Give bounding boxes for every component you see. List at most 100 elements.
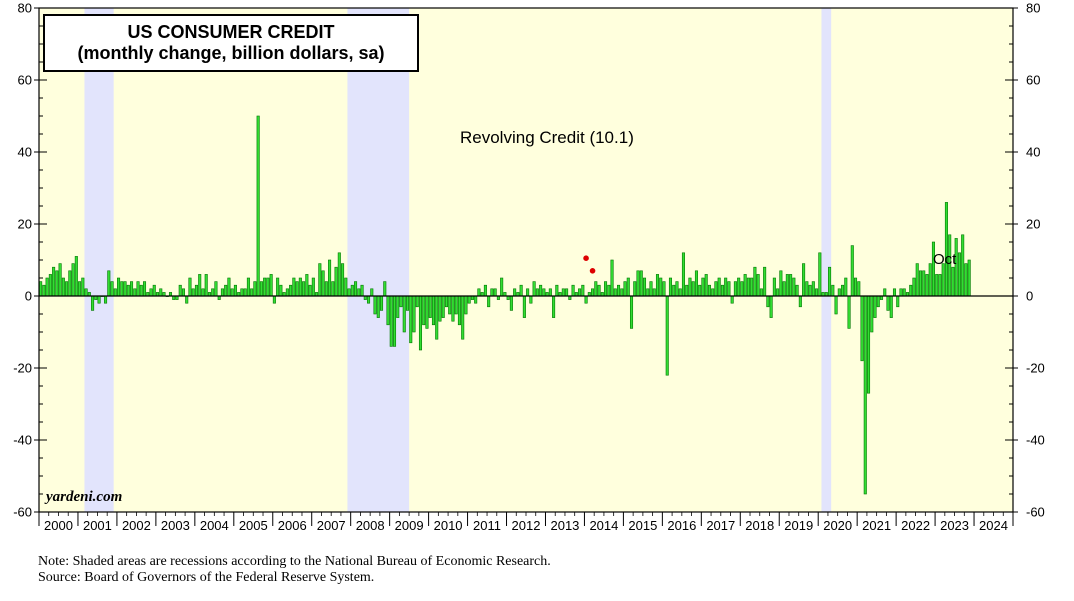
x-tick-label: 2007 bbox=[317, 518, 346, 533]
bar bbox=[626, 277, 630, 297]
bar bbox=[379, 295, 384, 311]
bar bbox=[285, 288, 289, 297]
bar bbox=[837, 288, 841, 297]
bar bbox=[198, 274, 202, 297]
end-label: Oct bbox=[933, 251, 957, 268]
bar bbox=[311, 277, 315, 297]
bar bbox=[967, 259, 971, 297]
bar bbox=[464, 295, 468, 315]
bar bbox=[854, 277, 858, 297]
bar bbox=[769, 295, 773, 318]
bar bbox=[431, 295, 436, 326]
x-tick-label: 2000 bbox=[44, 518, 73, 533]
bar bbox=[594, 281, 598, 297]
bar bbox=[659, 277, 663, 297]
y-tick-label-right: 0 bbox=[1026, 289, 1033, 304]
bar bbox=[454, 295, 458, 315]
bar bbox=[191, 288, 195, 297]
x-tick-label: 2006 bbox=[278, 518, 307, 533]
bar bbox=[750, 277, 754, 297]
bar bbox=[259, 281, 263, 297]
bar bbox=[110, 281, 114, 297]
x-tick-label: 2012 bbox=[512, 518, 541, 533]
bar bbox=[337, 252, 341, 297]
bar bbox=[639, 270, 643, 297]
bar bbox=[383, 281, 387, 297]
bar bbox=[201, 288, 205, 297]
bar bbox=[71, 263, 75, 297]
bar bbox=[448, 295, 452, 315]
bar bbox=[941, 263, 945, 297]
y-tick-label-left: -60 bbox=[13, 505, 32, 520]
bar bbox=[889, 295, 893, 318]
bar bbox=[892, 288, 897, 297]
bar bbox=[58, 263, 62, 297]
bar bbox=[230, 288, 234, 297]
bar bbox=[584, 295, 588, 304]
bar bbox=[224, 284, 228, 297]
bar bbox=[328, 259, 332, 297]
bar bbox=[522, 295, 526, 318]
bar bbox=[646, 288, 650, 297]
bar bbox=[918, 270, 923, 297]
bar bbox=[831, 284, 835, 297]
bar bbox=[334, 266, 338, 297]
bar bbox=[392, 295, 397, 347]
bar bbox=[42, 284, 46, 297]
bar bbox=[613, 288, 617, 297]
bar bbox=[808, 284, 812, 297]
bar bbox=[204, 274, 208, 297]
bar bbox=[188, 277, 192, 297]
x-tick-label: 2022 bbox=[901, 518, 930, 533]
bar bbox=[474, 295, 478, 304]
bar bbox=[759, 288, 763, 297]
bar bbox=[834, 295, 838, 315]
bar bbox=[113, 288, 117, 297]
bar bbox=[341, 263, 345, 297]
y-tick-label-left: 80 bbox=[18, 1, 32, 16]
plot-background bbox=[39, 8, 1013, 512]
bar bbox=[104, 295, 108, 304]
bar bbox=[370, 288, 374, 297]
bar bbox=[938, 274, 942, 297]
bar bbox=[246, 277, 250, 297]
bar bbox=[539, 284, 543, 297]
bar bbox=[535, 288, 539, 297]
bar bbox=[688, 277, 692, 297]
bar bbox=[847, 295, 851, 329]
bar bbox=[509, 295, 513, 311]
bar bbox=[350, 284, 354, 297]
bar bbox=[685, 284, 689, 297]
bar bbox=[561, 288, 565, 297]
bar bbox=[957, 252, 961, 297]
note-text: Note: Shaded areas are recessions accord… bbox=[38, 554, 551, 569]
bar bbox=[633, 281, 637, 297]
bar bbox=[347, 288, 351, 297]
x-tick-label: 2019 bbox=[784, 518, 813, 533]
bar bbox=[61, 277, 65, 297]
bar bbox=[672, 284, 676, 297]
bar bbox=[253, 281, 257, 297]
x-tick-label: 2014 bbox=[589, 518, 618, 533]
bar bbox=[964, 263, 968, 297]
bar bbox=[240, 288, 244, 297]
x-tick-label: 2020 bbox=[823, 518, 852, 533]
bar bbox=[542, 288, 546, 297]
bar bbox=[704, 274, 708, 297]
bar bbox=[415, 295, 419, 308]
bar bbox=[376, 295, 380, 318]
bar bbox=[399, 295, 403, 308]
bar bbox=[841, 284, 845, 297]
y-tick-label-right: -60 bbox=[1026, 505, 1045, 520]
bar bbox=[636, 270, 640, 297]
bar bbox=[730, 295, 734, 304]
bar bbox=[194, 284, 198, 297]
x-tick-label: 2009 bbox=[395, 518, 424, 533]
bar bbox=[652, 288, 656, 297]
y-tick-label-right: 60 bbox=[1026, 73, 1040, 88]
y-axes: -60 -60 -40 -40 -20 -20 0 0 20 20 40 40 60 60 80 80 bbox=[13, 1, 1045, 520]
bar bbox=[828, 266, 832, 297]
x-tick-label: 2017 bbox=[706, 518, 735, 533]
x-tick-label: 2016 bbox=[667, 518, 696, 533]
